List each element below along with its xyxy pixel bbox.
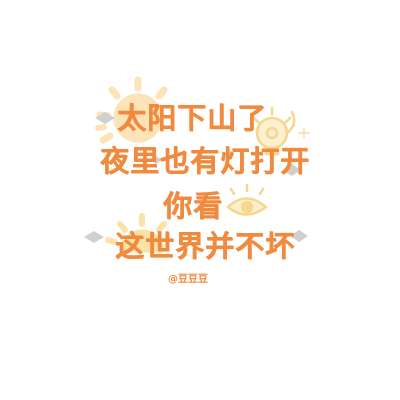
- bow-icon: [84, 231, 104, 243]
- small-sun-icon: [105, 213, 167, 253]
- bow-icon: [150, 156, 162, 164]
- lightbulb-icon: [252, 106, 296, 156]
- watermark-handle: @豆豆豆: [168, 274, 208, 285]
- text-line-3: 你看: [162, 189, 223, 223]
- bow-icon: [95, 112, 115, 124]
- eye-icon: [226, 183, 269, 216]
- bow-icon: [290, 230, 308, 242]
- text-line-4: 这世界并不坏: [114, 229, 295, 263]
- bow-icon: [283, 164, 301, 176]
- sparkle-icon: [298, 127, 310, 139]
- text-line-2: 夜里也有灯打开: [100, 144, 311, 178]
- text-line-1: 太阳下山了: [116, 101, 267, 135]
